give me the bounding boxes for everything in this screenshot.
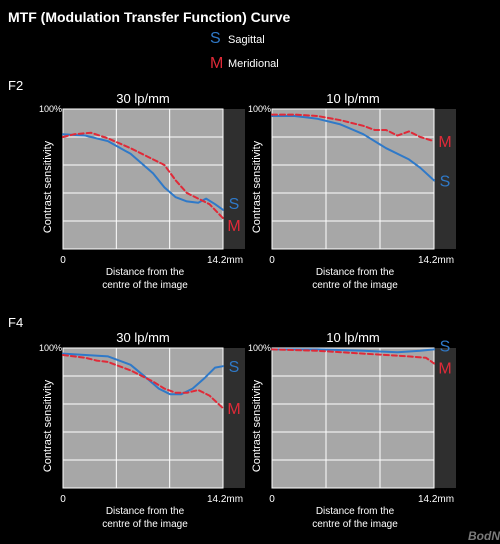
x-axis-label: Distance from the centre of the image (102, 267, 188, 291)
chart-panel-f2-10lp: M S 10 lp/mm 100% Contrast sensitivity 0 14.2m… (248, 91, 456, 291)
x-tick-label-start: 0 (269, 255, 275, 266)
series-label-meridional: M (227, 218, 240, 235)
x-tick-label-end: 14.2mm (207, 494, 243, 505)
x-tick-label-start: 0 (60, 494, 66, 505)
watermark: BodNara (468, 529, 500, 543)
series-line-sagittal (62, 352, 224, 396)
chart-panel-f4-30lp: S M 30 lp/mm 100% Contrast sensitivity 0 14.2m… (39, 330, 245, 530)
plot-border (62, 108, 224, 250)
chart-panel-f2-30lp: SM 30 lp/mm 100% Contrast sensitivity 0 14.2m… (39, 91, 245, 291)
series-label-meridional: M (438, 134, 451, 151)
panel-title: 10 lp/mm (326, 330, 379, 345)
x-tick-label-start: 0 (269, 494, 275, 505)
y-tick-label: 100% (248, 343, 271, 353)
plot-border (271, 108, 435, 250)
series-line-sagittal (62, 133, 224, 211)
label-strip (434, 348, 456, 488)
plot-border (271, 347, 435, 489)
series-label-sagittal: S (440, 173, 451, 190)
legend: S Sagittal M Meridional (210, 30, 279, 72)
plot-area (272, 348, 434, 488)
series-line-sagittal (271, 348, 435, 354)
x-axis-label: Distance from the centre of the image (312, 506, 398, 530)
figure-title: MTF (Modulation Transfer Function) Curve (8, 9, 291, 25)
x-tick-label-end: 14.2mm (418, 255, 454, 266)
legend-symbol-meridional: M (210, 55, 223, 72)
y-tick-label: 100% (39, 104, 62, 114)
panel-title: 30 lp/mm (116, 91, 169, 106)
chart-panel-f4-10lp: SM 10 lp/mm 100% Contrast sensitivity 0 14.2m… (248, 330, 456, 530)
label-strip (223, 348, 245, 488)
series-label-meridional: M (227, 401, 240, 418)
y-axis-label: Contrast sensitivity (42, 379, 54, 472)
label-strip (434, 109, 456, 249)
series-line-sagittal (271, 115, 435, 182)
series-line-meridional (62, 354, 224, 410)
y-tick-label: 100% (39, 343, 62, 353)
series-line-meridional (271, 348, 435, 365)
group-label-f2: F2 (8, 78, 23, 93)
series-label-sagittal: S (440, 338, 451, 355)
label-strip (223, 109, 245, 249)
series-label-sagittal: S (229, 196, 240, 213)
x-tick-label-end: 14.2mm (207, 255, 243, 266)
series-label-meridional: M (438, 360, 451, 377)
plot-area (63, 109, 223, 249)
x-axis-label: Distance from the centre of the image (102, 506, 188, 530)
y-axis-label: Contrast sensitivity (251, 379, 263, 472)
y-tick-label: 100% (248, 104, 271, 114)
group-label-f4: F4 (8, 315, 23, 330)
legend-label-sagittal: Sagittal (228, 34, 265, 46)
legend-symbol-sagittal: S (210, 30, 221, 47)
x-tick-label-start: 0 (60, 255, 66, 266)
series-line-meridional (62, 131, 224, 220)
x-axis-label: Distance from the centre of the image (312, 267, 398, 291)
plot-area (63, 348, 223, 488)
plot-border (62, 347, 224, 489)
x-tick-label-end: 14.2mm (418, 494, 454, 505)
series-line-meridional (271, 113, 435, 143)
series-label-sagittal: S (229, 359, 240, 376)
panel-title: 30 lp/mm (116, 330, 169, 345)
panel-title: 10 lp/mm (326, 91, 379, 106)
legend-label-meridional: Meridional (228, 58, 279, 70)
y-axis-label: Contrast sensitivity (42, 140, 54, 233)
y-axis-label: Contrast sensitivity (251, 140, 263, 233)
